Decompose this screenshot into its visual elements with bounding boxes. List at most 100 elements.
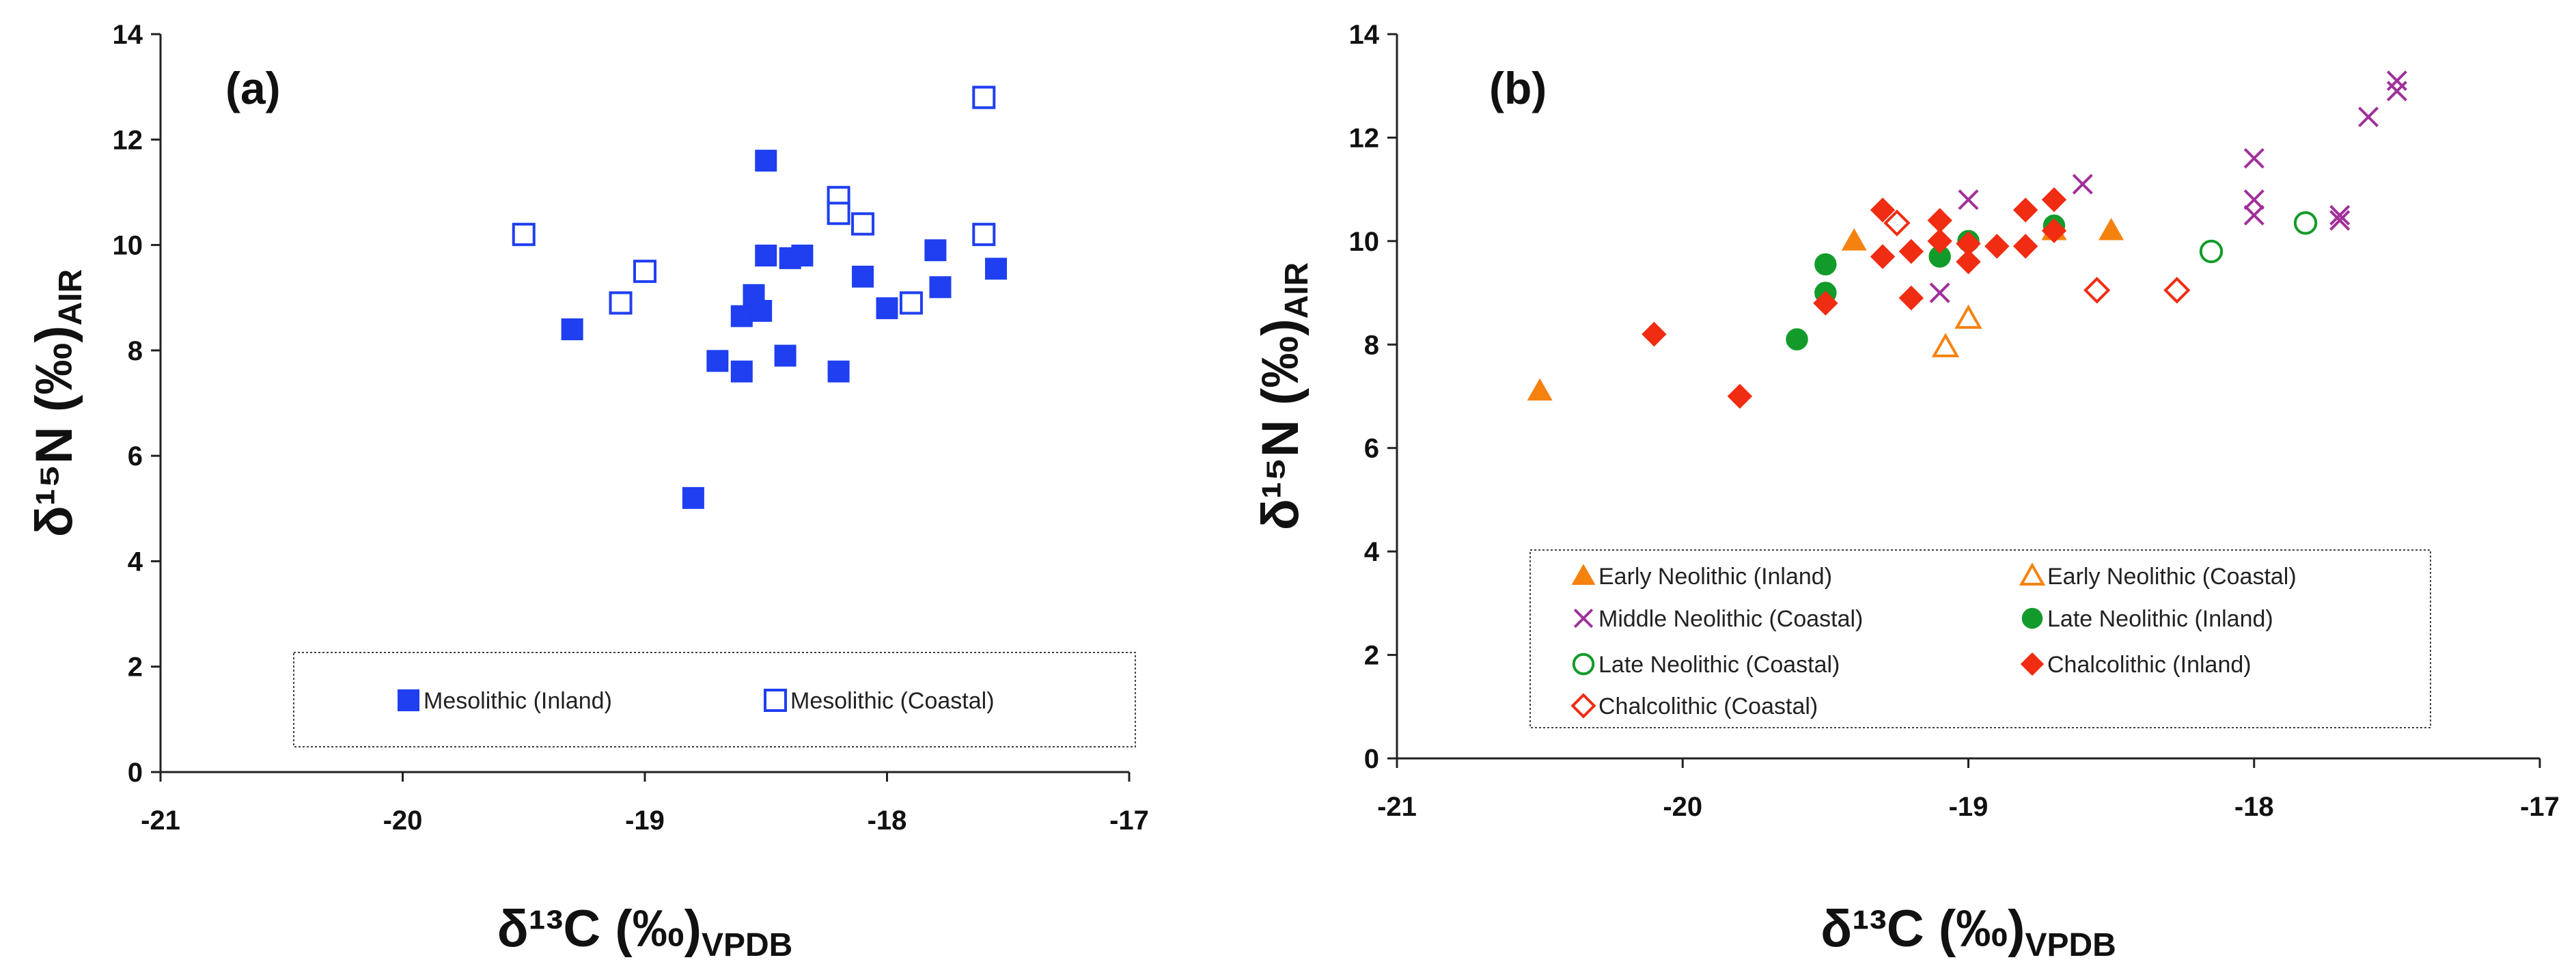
legend-item-mesolithic-coastal: Mesolithic (Coastal): [764, 688, 995, 714]
legend-label-mesolithic-inland: Mesolithic (Inland): [424, 688, 612, 714]
data-point-mesolithic-coastal: [609, 291, 633, 315]
data-point-middle-neolithic-coastal: [1958, 189, 1979, 210]
data-point-early-neolithic-coastal: [1931, 333, 1960, 357]
panel-a-data-points: [512, 85, 1008, 509]
series-late-neolithic-inland: [1786, 214, 2066, 351]
legend-marker-late-neolithic-inland: [2021, 607, 2043, 629]
data-point-mesolithic-inland: [750, 300, 773, 322]
panel-a-legend: Mesolithic (Inland) Mesolithic (Coastal): [293, 652, 1136, 747]
series-chalcolithic-coastal: [1883, 209, 2191, 304]
panel-b-y-axis-title-sub: AIR: [1279, 262, 1315, 319]
data-point-mesolithic-inland: [791, 245, 814, 266]
legend-marker-chalcolithic-inland: [2020, 652, 2045, 676]
data-point-middle-neolithic-coastal: [2358, 107, 2379, 128]
legend-marker-mesolithic-coastal: [764, 689, 787, 712]
legend-item-mesolithic-inland: Mesolithic (Inland): [398, 688, 612, 714]
data-point-chalcolithic-inland: [1870, 244, 1896, 269]
panel-a-label: (a): [225, 63, 281, 113]
y-tick-label: 2: [1364, 641, 1379, 671]
data-point-mesolithic-coastal: [972, 223, 996, 247]
legend-marker-early-neolithic-coastal: [2019, 562, 2046, 586]
data-point-mesolithic-inland: [755, 245, 777, 266]
y-tick-label: 14: [113, 20, 143, 50]
y-tick-label: 4: [1364, 537, 1380, 567]
x-tick-label: -20: [1663, 792, 1702, 822]
legend-item-early-neolithic-inland: Early Neolithic (Inland): [1571, 564, 1832, 590]
legend-label-early-neolithic-inland: Early Neolithic (Inland): [1598, 564, 1832, 590]
legend-label-early-neolithic-coastal: Early Neolithic (Coastal): [2047, 564, 2297, 590]
data-point-chalcolithic-inland: [1727, 383, 1753, 409]
series-mesolithic-inland: [561, 150, 1008, 509]
data-point-mesolithic-inland: [852, 265, 874, 288]
legend-marker-chalcolithic-coastal: [1570, 693, 1596, 719]
data-point-chalcolithic-inland: [1927, 208, 1952, 233]
panel-a-y-axis-title-sub: AIR: [53, 269, 89, 326]
legend-label-chalcolithic-inland: Chalcolithic (Inland): [2047, 652, 2252, 678]
data-point-mesolithic-inland: [985, 258, 1008, 280]
data-point-mesolithic-coastal: [633, 260, 656, 284]
x-tick-label: -18: [868, 806, 907, 836]
y-tick-label: 12: [113, 125, 143, 155]
panel-b-tick-labels: 0 2 4 6 8 10 12 14 -21 -20 -19 -18 -17: [1349, 20, 2560, 822]
data-point-chalcolithic-coastal: [1883, 209, 1911, 236]
legend-item-late-neolithic-inland: Late Neolithic (Inland): [2021, 606, 2273, 632]
panel-a-y-axis-title: δ¹⁵N (‰)AIR: [25, 269, 89, 537]
panel-a-x-axis-title-main: δ¹³C (‰): [497, 900, 702, 958]
panel-a-x-axis-title-sub: VPDB: [702, 927, 792, 962]
legend-label-middle-neolithic-coastal: Middle Neolithic (Coastal): [1598, 606, 1863, 632]
data-point-mesolithic-inland: [755, 150, 777, 172]
y-tick-label: 14: [1349, 20, 1380, 50]
data-point-mesolithic-inland: [730, 305, 753, 327]
x-tick-label: -21: [141, 806, 180, 836]
data-point-mesolithic-coastal: [512, 223, 536, 247]
data-point-chalcolithic-inland: [1642, 321, 1667, 347]
data-point-mesolithic-inland: [682, 486, 704, 509]
legend-item-chalcolithic-coastal: Chalcolithic (Coastal): [1570, 693, 1818, 719]
data-point-chalcolithic-inland: [1956, 249, 1981, 275]
legend-marker-early-neolithic-inland: [1571, 564, 1596, 585]
data-point-chalcolithic-inland: [1813, 290, 1838, 316]
y-tick-label: 6: [1364, 434, 1379, 464]
legend-box: [293, 652, 1136, 747]
data-point-chalcolithic-inland: [2012, 234, 2038, 259]
data-point-middle-neolithic-coastal: [2329, 210, 2351, 231]
series-early-neolithic-coastal: [1931, 304, 1982, 357]
legend-marker-late-neolithic-coastal: [1572, 652, 1595, 676]
panel-a-axes: [151, 33, 1131, 782]
data-point-middle-neolithic-coastal: [2329, 204, 2351, 226]
data-point-late-neolithic-coastal: [2293, 211, 2318, 235]
panel-b-x-axis-title: δ¹³C (‰)VPDB: [1820, 900, 2116, 962]
legend-label-mesolithic-coastal: Mesolithic (Coastal): [790, 688, 995, 714]
y-tick-label: 10: [113, 231, 143, 261]
legend-label-late-neolithic-inland: Late Neolithic (Inland): [2047, 606, 2273, 632]
y-tick-label: 2: [128, 652, 143, 683]
data-point-early-neolithic-inland: [1841, 228, 1867, 251]
x-tick-label: -19: [1949, 792, 1989, 822]
x-tick-label: -19: [625, 806, 665, 836]
panel-a-chart: 0 2 4 6 8 10 12 14 -21 -20 -19 -18 -17 (a) δ¹³C (‰)V…: [25, 20, 1149, 962]
series-late-neolithic-coastal: [2199, 211, 2318, 264]
data-point-mesolithic-inland: [929, 276, 952, 299]
panel-b-y-axis-title: δ¹⁵N (‰)AIR: [1251, 262, 1315, 530]
legend-label-chalcolithic-coastal: Chalcolithic (Coastal): [1598, 693, 1818, 719]
data-point-late-neolithic-inland: [1814, 253, 1837, 276]
legend-marker-mesolithic-inland: [398, 689, 419, 711]
data-point-chalcolithic-inland: [1927, 228, 1952, 254]
data-point-mesolithic-inland: [706, 350, 729, 372]
y-tick-label: 0: [128, 758, 143, 788]
panel-b-axes: [1387, 33, 2541, 768]
legend-label-late-neolithic-coastal: Late Neolithic (Coastal): [1598, 652, 1840, 678]
data-point-chalcolithic-inland: [2041, 187, 2067, 212]
data-point-middle-neolithic-coastal: [1929, 282, 1950, 303]
data-point-middle-neolithic-coastal: [2243, 189, 2265, 210]
x-tick-label: -17: [2520, 792, 2560, 822]
series-middle-neolithic-coastal: [1929, 70, 2407, 303]
data-point-middle-neolithic-coastal: [2386, 70, 2407, 92]
data-point-late-neolithic-coastal: [2199, 239, 2224, 264]
data-point-early-neolithic-inland: [1527, 378, 1553, 401]
data-point-mesolithic-inland: [774, 344, 797, 367]
legend-item-early-neolithic-coastal: Early Neolithic (Coastal): [2019, 562, 2297, 590]
data-point-mesolithic-inland: [561, 318, 583, 340]
data-point-middle-neolithic-coastal: [2243, 204, 2265, 226]
